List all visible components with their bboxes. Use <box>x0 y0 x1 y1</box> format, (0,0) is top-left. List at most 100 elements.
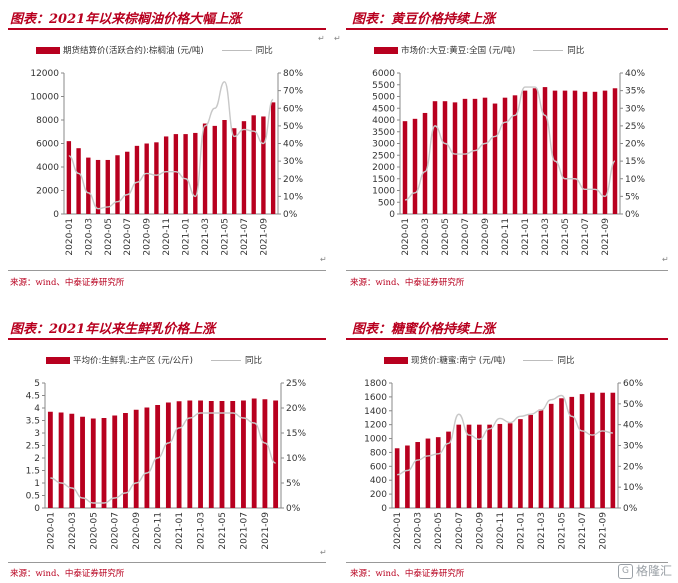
source-rule <box>8 562 326 563</box>
x-tick-label: 2020-05 <box>434 512 444 550</box>
chart-title: 图表：2021年以来棕榈油价格大幅上涨 <box>10 12 242 27</box>
x-tick-label: 2021-09 <box>261 512 271 550</box>
legend-bar-swatch <box>374 47 398 54</box>
bar <box>165 402 171 508</box>
x-tick-label: 2020-01 <box>46 512 56 550</box>
y-left-tick-label: 0 <box>389 210 395 220</box>
bar <box>251 398 257 508</box>
bar <box>76 148 81 214</box>
y-left-tick-label: 1200 <box>364 421 387 431</box>
x-tick-label: 2021-01 <box>175 512 185 550</box>
bar <box>600 392 605 508</box>
legend-bar-swatch <box>46 357 70 364</box>
paragraph-mark: ↵ <box>318 34 325 43</box>
paragraph-mark: ↵ <box>662 255 669 264</box>
bar <box>612 88 618 214</box>
x-tick-label: 2020-05 <box>104 218 114 256</box>
x-tick-label: 2020-01 <box>393 512 403 550</box>
x-tick-label: 2021-01 <box>182 218 192 256</box>
bar <box>125 151 130 214</box>
bar <box>502 97 508 214</box>
y-left-tick-label: 12000 <box>30 69 59 79</box>
bar <box>176 401 182 508</box>
x-tick-label: 2020-03 <box>84 218 94 256</box>
y-right-tick-label: 0% <box>625 210 640 220</box>
bar <box>230 401 236 508</box>
y-left-tick-label: 3500 <box>372 128 395 138</box>
chart-palm-oil: 0 2000 4000 6000 8000 10000 12000 0% 10% 20% 30% 40… <box>30 69 303 256</box>
x-tick-label: 2021-05 <box>558 512 568 550</box>
bar <box>183 134 188 214</box>
legend-line-swatch <box>221 50 252 51</box>
y-right-tick-label: 30% <box>283 157 303 167</box>
y-right-tick-label: 0% <box>286 504 301 514</box>
bar <box>542 87 548 214</box>
y-right-tick-label: 70% <box>283 87 303 97</box>
y-right-tick-label: 80% <box>283 69 303 79</box>
x-tick-label: 2021-01 <box>516 512 526 550</box>
bar <box>262 399 268 508</box>
x-tick-label: 2020-05 <box>89 512 99 550</box>
x-tick-label: 2020-07 <box>111 512 121 550</box>
legend-line-label: 同比 <box>255 46 273 56</box>
bar <box>95 159 101 214</box>
bar <box>58 412 64 508</box>
source-rule <box>346 562 668 563</box>
bar <box>528 414 533 508</box>
watermark-text: 格隆汇 <box>635 564 672 578</box>
x-tick-label: 2020-09 <box>143 218 153 256</box>
chart-source: 来源：wind、中泰证券研究所 <box>10 569 125 579</box>
yoy-line <box>404 86 616 201</box>
y-left-tick-label: 2.5 <box>26 442 40 452</box>
x-tick-label: 2021-07 <box>581 218 591 256</box>
bar <box>66 141 72 214</box>
x-tick-label: 2020-11 <box>162 218 172 256</box>
title-rule <box>8 28 326 30</box>
y-right-tick-label: 40% <box>283 140 303 150</box>
y-left-tick-label: 800 <box>370 448 387 458</box>
legend-bar-label: 期货结算价(活跃合约):棕榈油 (元/吨) <box>63 46 204 56</box>
bar <box>69 413 75 508</box>
bar <box>522 90 528 214</box>
x-tick-label: 2021-03 <box>201 218 211 256</box>
bar <box>112 415 118 508</box>
legend-line-label: 同比 <box>244 356 262 366</box>
y-left-tick-label: 3.5 <box>26 417 40 427</box>
bar <box>472 98 478 214</box>
y-right-tick-label: 10% <box>625 175 645 185</box>
x-tick-label: 2020-07 <box>461 218 471 256</box>
x-tick-label: 2021-05 <box>561 218 571 256</box>
y-left-tick-label: 0.5 <box>26 492 40 502</box>
y-right-tick-label: 10% <box>283 192 303 202</box>
y-right-tick-label: 50% <box>623 400 643 410</box>
bar <box>412 118 418 214</box>
y-left-tick-label: 3 <box>34 429 40 439</box>
chart-soybean: 0500100015002000250030003500400045005000… <box>372 69 645 256</box>
y-right-tick-label: 0% <box>623 504 638 514</box>
y-right-tick-label: 30% <box>623 442 643 452</box>
chart-legend: 现货价:糖蜜:南宁 (元/吨) 同比 <box>384 354 574 366</box>
bar <box>456 424 462 508</box>
chart-source: 来源：wind、中泰证券研究所 <box>10 278 125 288</box>
y-left-tick-label: 2000 <box>372 163 395 173</box>
y-right-tick-label: 5% <box>625 192 640 202</box>
bar <box>532 88 538 214</box>
bar <box>198 400 203 508</box>
bar <box>251 115 256 214</box>
watermark-logo-icon: G <box>617 564 633 579</box>
bar <box>518 419 523 508</box>
bar <box>273 400 279 508</box>
x-tick-label: 2021-03 <box>197 512 207 550</box>
chart-title: 图表：2021年以来生鲜乳价格上涨 <box>10 322 216 337</box>
bar <box>270 102 276 214</box>
x-tick-label: 2021-07 <box>578 512 588 550</box>
x-tick-label: 2020-03 <box>68 512 78 550</box>
y-left-tick-label: 4000 <box>36 163 59 173</box>
paragraph-mark: ↵ <box>334 34 341 43</box>
bar <box>538 409 544 508</box>
bar <box>123 413 128 508</box>
bar <box>394 448 400 508</box>
bar <box>425 438 431 508</box>
y-left-tick-label: 1000 <box>364 435 387 445</box>
bar <box>222 120 227 214</box>
